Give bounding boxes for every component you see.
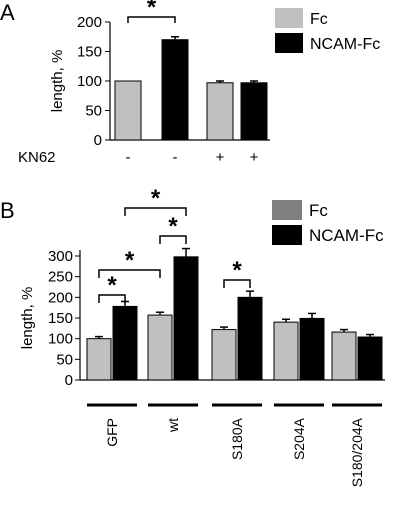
category-label: S180A [229, 417, 245, 460]
bar-fc [86, 338, 112, 381]
category-label: S180/204A [349, 417, 365, 487]
y-tick-label: 300 [48, 248, 73, 265]
significance-bracket [223, 279, 251, 288]
significance-star: * [168, 213, 178, 240]
legend-label: NCAM-Fc [309, 226, 384, 245]
y-axis-label: length, % [49, 50, 66, 113]
significance-star: * [232, 257, 242, 284]
panel-label: A [0, 0, 15, 25]
kn62-mark: + [250, 149, 259, 166]
significance-star: * [151, 185, 161, 212]
category-label: wt [165, 418, 181, 433]
bar-fc [331, 331, 357, 381]
bar-ncam-fc [173, 256, 199, 381]
bar-ncam-fc [112, 305, 138, 381]
significance-bracket [98, 269, 161, 278]
bar-fc [147, 314, 173, 381]
y-tick-label: 200 [77, 14, 102, 31]
panel-label: B [0, 198, 15, 223]
bar-ncam-fc [299, 317, 325, 381]
bar-fc [211, 329, 237, 381]
bar-fc [206, 82, 234, 141]
significance-bracket [159, 235, 187, 244]
y-tick-label: 50 [56, 351, 73, 368]
significance-bracket [127, 16, 176, 23]
category-label: GFP [104, 418, 120, 447]
legend-label: NCAM-Fc [310, 36, 380, 53]
legend-label: Fc [310, 11, 328, 28]
kn62-label: KN62 [18, 149, 56, 166]
legend-swatch [275, 33, 303, 53]
y-tick-label: 0 [65, 372, 73, 389]
bar-ncam-fc [357, 336, 383, 381]
category-label: S204A [291, 417, 307, 460]
y-tick-label: 150 [77, 44, 102, 61]
legend-swatch [272, 200, 302, 220]
bar-ncam-fc [240, 82, 268, 141]
y-tick-label: 0 [94, 132, 102, 149]
y-axis-label: length, % [19, 287, 36, 350]
significance-bracket [124, 207, 187, 216]
bar-fc [273, 321, 299, 381]
significance-star: * [107, 272, 117, 299]
bar-fc [114, 80, 142, 141]
y-tick-label: 250 [48, 269, 73, 286]
kn62-mark: + [216, 149, 225, 166]
legend-swatch [275, 8, 303, 28]
bar-ncam-fc [237, 296, 263, 381]
legend-swatch [272, 225, 302, 245]
significance-star: * [125, 247, 135, 274]
legend-label: Fc [309, 201, 328, 220]
bar-ncam-fc [161, 39, 189, 141]
y-tick-label: 150 [48, 310, 73, 327]
kn62-mark: - [126, 149, 131, 166]
y-tick-label: 50 [85, 103, 102, 120]
y-tick-label: 100 [48, 331, 73, 348]
significance-star: * [147, 0, 157, 21]
y-tick-label: 100 [77, 73, 102, 90]
kn62-mark: - [173, 149, 178, 166]
y-tick-label: 200 [48, 289, 73, 306]
significance-bracket [98, 294, 126, 303]
